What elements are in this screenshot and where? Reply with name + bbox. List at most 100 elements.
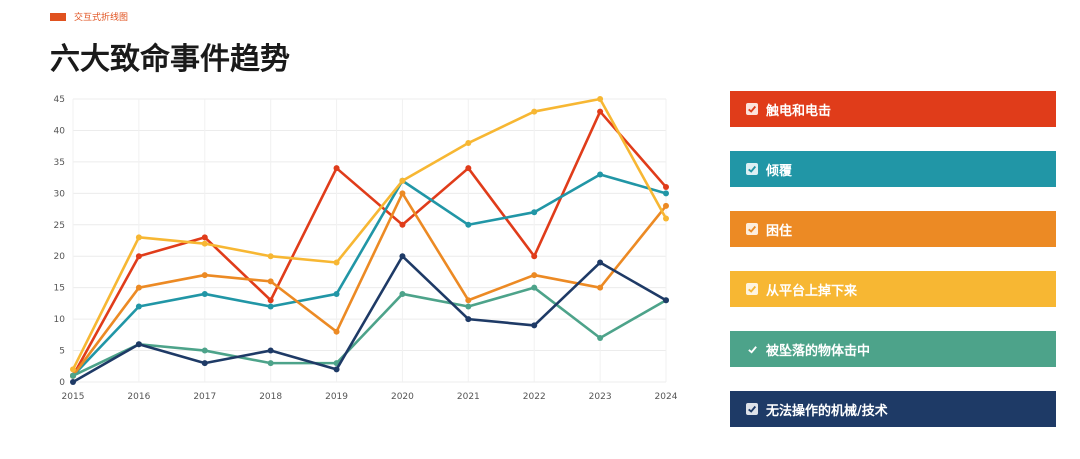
data-point — [465, 165, 472, 172]
x-tick-label: 2017 — [193, 392, 216, 402]
data-point — [201, 360, 208, 367]
data-point — [663, 215, 669, 222]
data-point — [531, 209, 538, 216]
data-point — [597, 334, 604, 341]
legend: 触电和电击倾覆困住从平台上掉下来 被坠落的物体击中无法操作的机械/技术 — [730, 91, 1056, 451]
data-point — [663, 184, 669, 191]
data-point — [597, 108, 604, 115]
series-line — [71, 97, 668, 371]
legend-label: 被坠落的物体击中 — [766, 343, 871, 359]
data-point — [135, 341, 142, 348]
data-point — [70, 366, 76, 373]
data-point — [135, 284, 142, 291]
chart-type-tag: 交互式折线图 — [50, 10, 128, 23]
legend-item[interactable]: 困住 — [730, 211, 1056, 247]
data-point — [399, 177, 406, 184]
data-point — [135, 253, 142, 260]
data-point — [201, 234, 208, 241]
data-point — [201, 240, 208, 247]
series-line — [71, 286, 668, 378]
data-point — [70, 372, 76, 379]
data-point — [135, 303, 142, 310]
checkbox-icon[interactable] — [746, 223, 758, 235]
data-point — [399, 190, 406, 197]
data-point — [135, 234, 142, 241]
x-tick-label: 2024 — [655, 392, 678, 402]
data-point — [201, 290, 208, 297]
data-point — [663, 202, 669, 209]
data-point — [267, 360, 274, 367]
data-point — [465, 140, 472, 147]
checkbox-icon[interactable] — [746, 343, 758, 355]
y-tick-label: 20 — [54, 252, 66, 262]
y-tick-label: 15 — [54, 284, 65, 294]
x-tick-label: 2023 — [589, 392, 612, 402]
tag-label: 交互式折线图 — [74, 13, 129, 23]
data-point — [333, 259, 340, 266]
legend-item[interactable]: 无法操作的机械/技术 — [730, 391, 1056, 427]
x-tick-label: 2021 — [457, 392, 480, 402]
y-tick-label: 45 — [54, 95, 65, 105]
data-point — [465, 316, 472, 323]
y-tick-label: 10 — [54, 315, 66, 325]
line-chart: 0 5 10 15 20 25 30 35 40 45 2015 2016 2017 2018 2019 20… — [54, 95, 678, 402]
x-tick-label: 2016 — [127, 392, 150, 402]
series-line — [71, 173, 668, 378]
data-point — [70, 379, 76, 385]
data-point — [663, 297, 669, 304]
data-point — [399, 253, 406, 260]
data-point — [531, 272, 538, 279]
legend-label: 困住 — [766, 223, 793, 239]
data-point — [201, 347, 208, 354]
page-title: 六大致命事件趋势 — [50, 42, 290, 77]
y-tick-label: 25 — [54, 221, 65, 231]
data-point — [663, 190, 669, 197]
series-line — [71, 110, 668, 378]
data-point — [399, 221, 406, 228]
x-tick-label: 2018 — [259, 392, 282, 402]
data-point — [267, 303, 274, 310]
data-point — [267, 278, 274, 285]
data-point — [465, 303, 472, 310]
legend-item[interactable]: 被坠落的物体击中 — [730, 331, 1056, 367]
data-point — [333, 328, 340, 335]
data-point — [531, 322, 538, 329]
series-line — [71, 254, 668, 384]
data-point — [531, 253, 538, 260]
data-point — [267, 297, 274, 304]
y-tick-label: 5 — [59, 347, 65, 357]
y-tick-label: 30 — [54, 189, 66, 199]
data-point — [531, 108, 538, 115]
x-tick-label: 2022 — [523, 392, 546, 402]
y-tick-label: 40 — [54, 126, 66, 136]
data-point — [597, 96, 604, 102]
checkbox-icon[interactable] — [746, 403, 758, 415]
tag-swatch — [50, 12, 66, 21]
x-tick-label: 2020 — [391, 392, 414, 402]
checkbox-icon[interactable] — [746, 283, 758, 295]
x-tick-label: 2015 — [62, 392, 85, 402]
legend-label: 从平台上掉下来 — [766, 283, 858, 299]
legend-item[interactable]: 触电和电击 — [730, 91, 1056, 127]
checkbox-icon[interactable] — [746, 103, 758, 115]
legend-item[interactable]: 从平台上掉下来 — [730, 271, 1056, 307]
data-point — [597, 259, 604, 266]
data-point — [267, 253, 274, 260]
x-tick-label: 2019 — [325, 392, 348, 402]
data-point — [267, 347, 274, 354]
data-point — [465, 297, 472, 304]
data-point — [465, 221, 472, 228]
legend-label: 倾覆 — [766, 163, 793, 179]
data-point — [333, 366, 340, 373]
data-point — [399, 290, 406, 297]
y-tick-label: 35 — [54, 158, 65, 168]
data-point — [597, 171, 604, 178]
legend-label: 触电和电击 — [766, 103, 832, 119]
legend-label: 无法操作的机械/技术 — [766, 403, 888, 419]
data-point — [531, 284, 538, 291]
y-tick-label: 0 — [59, 378, 65, 388]
data-point — [201, 272, 208, 279]
legend-item[interactable]: 倾覆 — [730, 151, 1056, 187]
checkbox-icon[interactable] — [746, 163, 758, 175]
data-point — [333, 290, 340, 297]
